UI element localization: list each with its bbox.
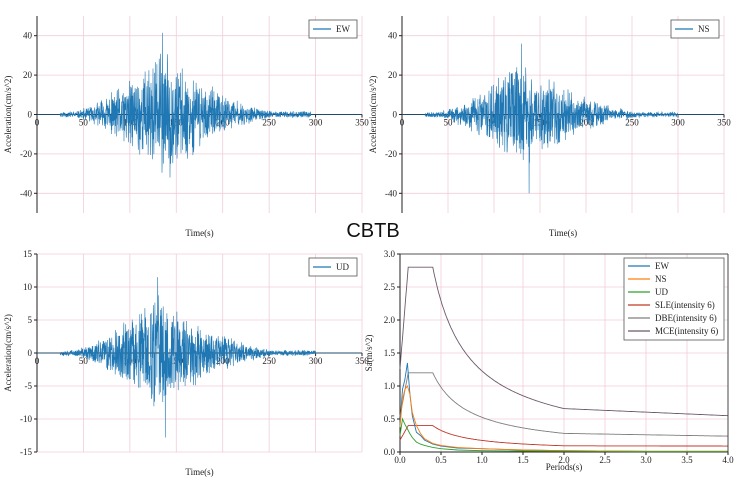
x-tick-label: 250 bbox=[262, 118, 276, 128]
y-tick-label: 40 bbox=[388, 31, 398, 41]
main-title: CBTB bbox=[346, 220, 400, 242]
legend-label: SLE(intensity 6) bbox=[655, 300, 715, 310]
legend: EW bbox=[308, 19, 358, 39]
y-tick-label: 15 bbox=[23, 249, 33, 259]
x-tick-label: 50 bbox=[79, 356, 89, 366]
y-tick-label: 0 bbox=[28, 348, 33, 358]
y-tick-label: -40 bbox=[20, 188, 32, 198]
x-tick-label: 50 bbox=[444, 118, 454, 128]
waveform-ns bbox=[402, 43, 724, 194]
x-tick-label: 3.0 bbox=[640, 455, 652, 465]
x-tick-label: 200 bbox=[216, 118, 230, 128]
legend-label: NS bbox=[655, 274, 667, 284]
legend-box bbox=[308, 19, 358, 39]
y-tick-label: 40 bbox=[23, 31, 33, 41]
y-tick-label: -10 bbox=[20, 414, 32, 424]
y-tick-label: 2.5 bbox=[384, 282, 396, 292]
x-tick-label: 4.0 bbox=[722, 455, 734, 465]
y-tick-label: -20 bbox=[20, 149, 32, 159]
y-tick-label: -40 bbox=[385, 188, 397, 198]
x-tick-label: 250 bbox=[625, 118, 639, 128]
x-tick-label: 350 bbox=[717, 118, 731, 128]
y-tick-label: -5 bbox=[25, 381, 33, 391]
legend-box bbox=[623, 257, 725, 341]
x-axis-label: Time(s) bbox=[185, 228, 213, 238]
y-axis-label: Acceleration(cm/s^2) bbox=[3, 76, 13, 154]
legend-box bbox=[308, 257, 358, 277]
x-tick-label: 3.5 bbox=[681, 455, 693, 465]
x-tick-label: 300 bbox=[309, 118, 323, 128]
legend: NS bbox=[670, 19, 720, 39]
legend-box bbox=[670, 19, 720, 39]
legend-label: DBE(intensity 6) bbox=[655, 313, 717, 323]
x-tick-label: 300 bbox=[309, 356, 323, 366]
legend-label: EW bbox=[655, 261, 669, 271]
series-sle bbox=[399, 425, 728, 447]
y-axis-label: Sa(m/s^2) bbox=[364, 335, 374, 372]
legend-label: MCE(intensity 6) bbox=[655, 326, 718, 336]
y-tick-label: 0.0 bbox=[384, 447, 396, 457]
waveform-ud bbox=[37, 277, 362, 438]
x-tick-label: 1.0 bbox=[476, 455, 488, 465]
x-tick-label: 0 bbox=[400, 118, 405, 128]
x-tick-label: 350 bbox=[355, 118, 369, 128]
x-tick-label: 2.0 bbox=[558, 455, 570, 465]
y-tick-label: 2.0 bbox=[384, 315, 396, 325]
y-tick-label: 20 bbox=[23, 70, 33, 80]
x-tick-label: 350 bbox=[355, 356, 369, 366]
y-tick-label: 0 bbox=[28, 110, 33, 120]
y-axis-label: Acceleration(cm/s^2) bbox=[3, 314, 13, 392]
y-tick-label: 5 bbox=[28, 315, 33, 325]
legend-label: UD bbox=[655, 287, 668, 297]
x-tick-label: 0 bbox=[35, 118, 40, 128]
y-tick-label: 1.0 bbox=[384, 381, 396, 391]
y-axis-label: Acceleration(cm/s^2) bbox=[368, 76, 378, 154]
y-tick-label: 0 bbox=[393, 110, 398, 120]
x-tick-label: 250 bbox=[262, 356, 276, 366]
panel-spectra: 0.0 0.5 1.0 1.5 2.0 2.5 3.0 0.0 0.5 1.0 1.5 2.0 2.5 3… bbox=[364, 249, 734, 472]
y-tick-label: -20 bbox=[385, 149, 397, 159]
x-tick-label: 2.5 bbox=[599, 455, 611, 465]
legend-label: UD bbox=[336, 262, 349, 272]
x-axis-label: Periods(s) bbox=[546, 462, 583, 472]
series-ud bbox=[399, 417, 728, 453]
x-tick-label: 0 bbox=[35, 356, 40, 366]
x-tick-label: 1.5 bbox=[517, 455, 529, 465]
y-tick-label: 3.0 bbox=[384, 249, 396, 259]
x-tick-label: 200 bbox=[579, 118, 593, 128]
y-tick-label: 1.5 bbox=[384, 348, 396, 358]
legend-label: EW bbox=[336, 24, 350, 34]
series-ns bbox=[399, 385, 728, 452]
series-dbe bbox=[399, 372, 729, 437]
legend-label: NS bbox=[698, 24, 710, 34]
x-axis-label: Time(s) bbox=[549, 228, 577, 238]
y-tick-label: -15 bbox=[20, 447, 32, 457]
x-tick-label: 50 bbox=[79, 118, 89, 128]
waveform-ew bbox=[37, 32, 362, 178]
x-tick-label: 0.5 bbox=[435, 455, 447, 465]
x-axis-label: Time(s) bbox=[185, 467, 213, 477]
y-tick-label: 20 bbox=[388, 70, 398, 80]
legend: UD bbox=[308, 257, 358, 277]
y-tick-label: 0.5 bbox=[384, 414, 396, 424]
y-tick-label: 10 bbox=[23, 282, 33, 292]
legend: EW NS UD SLE(intensity 6) DBE(intensity 6) MC… bbox=[623, 257, 725, 341]
series-mce bbox=[399, 266, 728, 417]
x-tick-label: 300 bbox=[671, 118, 685, 128]
x-tick-label: 0.0 bbox=[394, 455, 406, 465]
